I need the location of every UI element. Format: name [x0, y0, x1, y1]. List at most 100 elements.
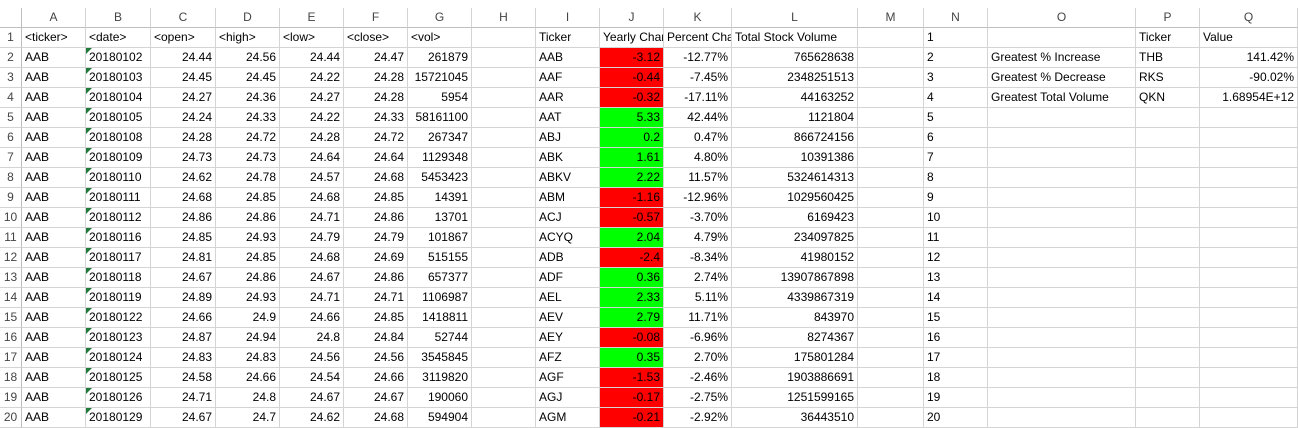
cell-m4[interactable] [858, 88, 924, 108]
column-header-h[interactable]: H [472, 8, 536, 28]
cell-i14[interactable]: AEL [536, 288, 600, 308]
cell-e4[interactable]: 24.27 [280, 88, 344, 108]
cell-b1[interactable]: <date> [86, 28, 151, 48]
cell-h10[interactable] [472, 208, 536, 228]
cell-i20[interactable]: AGM [536, 408, 600, 428]
cell-e3[interactable]: 24.22 [280, 68, 344, 88]
cell-b4[interactable]: 20180104 [86, 88, 151, 108]
cell-d4[interactable]: 24.36 [216, 88, 280, 108]
cell-m12[interactable] [858, 248, 924, 268]
row-header-12[interactable]: 12 [0, 248, 22, 268]
cell-f8[interactable]: 24.68 [344, 168, 408, 188]
cell-h12[interactable] [472, 248, 536, 268]
cell-f18[interactable]: 24.66 [344, 368, 408, 388]
cell-f17[interactable]: 24.56 [344, 348, 408, 368]
cell-f13[interactable]: 24.86 [344, 268, 408, 288]
cell-c11[interactable]: 24.85 [151, 228, 216, 248]
cell-o8[interactable] [988, 168, 1136, 188]
cell-m15[interactable] [858, 308, 924, 328]
cell-d20[interactable]: 24.7 [216, 408, 280, 428]
cell-n5[interactable]: 5 [924, 108, 988, 128]
cell-k20[interactable]: -2.92% [664, 408, 732, 428]
cell-n18[interactable]: 18 [924, 368, 988, 388]
cell-o7[interactable] [988, 148, 1136, 168]
cell-g7[interactable]: 1129348 [408, 148, 472, 168]
cell-f11[interactable]: 24.79 [344, 228, 408, 248]
column-header-g[interactable]: G [408, 8, 472, 28]
cell-n14[interactable]: 14 [924, 288, 988, 308]
cell-n19[interactable]: 19 [924, 388, 988, 408]
cell-a13[interactable]: AAB [22, 268, 86, 288]
cell-q8[interactable] [1200, 168, 1298, 188]
cell-k6[interactable]: 0.47% [664, 128, 732, 148]
cell-e5[interactable]: 24.22 [280, 108, 344, 128]
cell-c9[interactable]: 24.68 [151, 188, 216, 208]
cell-a17[interactable]: AAB [22, 348, 86, 368]
cell-c15[interactable]: 24.66 [151, 308, 216, 328]
cell-c20[interactable]: 24.67 [151, 408, 216, 428]
cell-l5[interactable]: 1121804 [732, 108, 858, 128]
cell-b14[interactable]: 20180119 [86, 288, 151, 308]
cell-f10[interactable]: 24.86 [344, 208, 408, 228]
cell-e18[interactable]: 24.54 [280, 368, 344, 388]
cell-c1[interactable]: <open> [151, 28, 216, 48]
cell-b9[interactable]: 20180111 [86, 188, 151, 208]
column-header-p[interactable]: P [1136, 8, 1200, 28]
cell-k1[interactable]: Percent Change [664, 28, 732, 48]
cell-l18[interactable]: 1903886691 [732, 368, 858, 388]
cell-p8[interactable] [1136, 168, 1200, 188]
cell-e15[interactable]: 24.66 [280, 308, 344, 328]
cell-m19[interactable] [858, 388, 924, 408]
cell-l14[interactable]: 4339867319 [732, 288, 858, 308]
cell-k9[interactable]: -12.96% [664, 188, 732, 208]
cell-j19[interactable]: -0.17 [600, 388, 664, 408]
cell-c13[interactable]: 24.67 [151, 268, 216, 288]
cell-h9[interactable] [472, 188, 536, 208]
cell-f2[interactable]: 24.47 [344, 48, 408, 68]
cell-b10[interactable]: 20180112 [86, 208, 151, 228]
cell-l19[interactable]: 1251599165 [732, 388, 858, 408]
cell-c10[interactable]: 24.86 [151, 208, 216, 228]
cell-p4[interactable]: QKN [1136, 88, 1200, 108]
cell-b13[interactable]: 20180118 [86, 268, 151, 288]
cell-l2[interactable]: 765628638 [732, 48, 858, 68]
cell-b5[interactable]: 20180105 [86, 108, 151, 128]
cell-p6[interactable] [1136, 128, 1200, 148]
cell-f3[interactable]: 24.28 [344, 68, 408, 88]
column-header-n[interactable]: N [924, 8, 988, 28]
cell-b8[interactable]: 20180110 [86, 168, 151, 188]
cell-k16[interactable]: -6.96% [664, 328, 732, 348]
cell-g2[interactable]: 261879 [408, 48, 472, 68]
cell-k14[interactable]: 5.11% [664, 288, 732, 308]
cell-q15[interactable] [1200, 308, 1298, 328]
cell-h1[interactable] [472, 28, 536, 48]
row-header-3[interactable]: 3 [0, 68, 22, 88]
cell-l15[interactable]: 843970 [732, 308, 858, 328]
cell-p10[interactable] [1136, 208, 1200, 228]
cell-p9[interactable] [1136, 188, 1200, 208]
cell-q16[interactable] [1200, 328, 1298, 348]
cell-a12[interactable]: AAB [22, 248, 86, 268]
cell-o1[interactable] [988, 28, 1136, 48]
cell-a16[interactable]: AAB [22, 328, 86, 348]
cell-g5[interactable]: 58161100 [408, 108, 472, 128]
column-header-c[interactable]: C [151, 8, 216, 28]
cell-o5[interactable] [988, 108, 1136, 128]
cell-e6[interactable]: 24.28 [280, 128, 344, 148]
cell-c3[interactable]: 24.45 [151, 68, 216, 88]
cell-o14[interactable] [988, 288, 1136, 308]
cell-d10[interactable]: 24.86 [216, 208, 280, 228]
cell-k11[interactable]: 4.79% [664, 228, 732, 248]
cell-l13[interactable]: 13907867898 [732, 268, 858, 288]
cell-p13[interactable] [1136, 268, 1200, 288]
cell-q6[interactable] [1200, 128, 1298, 148]
cell-l3[interactable]: 2348251513 [732, 68, 858, 88]
cell-h5[interactable] [472, 108, 536, 128]
cell-g14[interactable]: 1106987 [408, 288, 472, 308]
cell-q3[interactable]: -90.02% [1200, 68, 1298, 88]
cell-i1[interactable]: Ticker [536, 28, 600, 48]
row-header-16[interactable]: 16 [0, 328, 22, 348]
cell-c4[interactable]: 24.27 [151, 88, 216, 108]
cell-m11[interactable] [858, 228, 924, 248]
cell-j16[interactable]: -0.08 [600, 328, 664, 348]
